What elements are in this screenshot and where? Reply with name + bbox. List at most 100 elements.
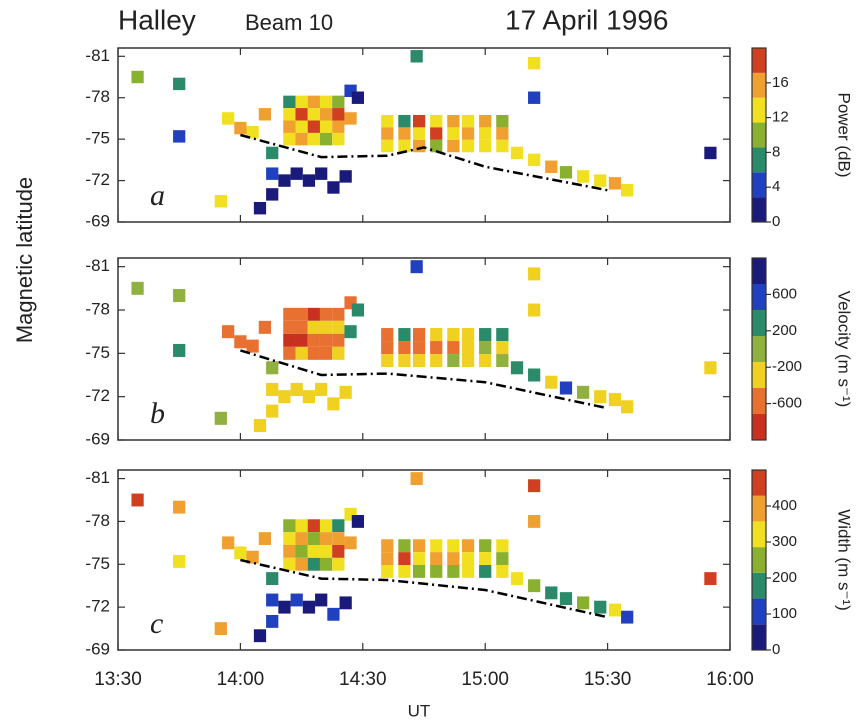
data-cell — [234, 121, 247, 135]
data-cell — [131, 281, 144, 295]
colorbar-segment — [752, 284, 766, 310]
x-tick-label: 14:00 — [217, 669, 265, 690]
data-cell — [332, 532, 345, 545]
data-cell — [307, 95, 320, 109]
data-cell — [412, 139, 426, 153]
data-cell — [253, 629, 267, 643]
data-cell — [461, 354, 475, 368]
data-cell — [278, 174, 291, 187]
data-cell — [412, 127, 426, 140]
data-cell — [528, 579, 541, 593]
y-tick-label: -78 — [85, 87, 110, 106]
data-cell — [332, 333, 345, 347]
data-cell — [295, 545, 308, 558]
colorbar-segment — [752, 48, 766, 73]
data-cell — [528, 515, 541, 528]
data-cell — [290, 382, 303, 396]
data-cell — [594, 174, 607, 187]
data-cell — [131, 70, 144, 84]
data-cell — [398, 552, 411, 565]
data-cell — [283, 320, 296, 334]
data-cell — [295, 519, 308, 533]
data-cell — [528, 368, 541, 382]
data-cell — [173, 500, 186, 514]
colorbar-segment — [752, 495, 766, 522]
data-cell — [398, 565, 411, 578]
data-cell — [621, 610, 634, 624]
colorbar-tick-label: 200 — [772, 322, 797, 339]
x-tick-label: 13:30 — [94, 669, 142, 690]
data-cell — [319, 333, 333, 347]
colorbar-tick-label: -200 — [772, 358, 802, 375]
data-cell — [295, 307, 308, 321]
data-cell — [258, 532, 271, 545]
colorbar-tick-label: 0 — [772, 213, 780, 230]
colorbar-segment — [752, 258, 766, 284]
colorbar-segment — [752, 388, 766, 414]
colorbar-segment — [752, 624, 766, 650]
data-cell — [430, 341, 443, 355]
panel-label: b — [150, 397, 165, 430]
data-cell — [173, 289, 186, 303]
panel-label: c — [150, 607, 163, 640]
data-cell — [319, 307, 333, 321]
data-cell — [283, 346, 296, 360]
data-cell — [351, 91, 365, 104]
data-cell — [332, 307, 345, 321]
data-cell — [461, 552, 475, 565]
data-cell — [412, 328, 426, 342]
data-cell — [315, 167, 328, 180]
data-cell — [332, 557, 345, 571]
x-tick-label: 15:00 — [461, 669, 509, 690]
data-cell — [381, 539, 394, 553]
data-cell — [479, 552, 492, 565]
y-tick-label: -69 — [85, 429, 110, 448]
data-cell — [430, 328, 443, 342]
data-cell — [496, 565, 509, 578]
colorbar-label: Power (dB) — [835, 92, 854, 177]
data-cell — [545, 586, 558, 600]
axes-frame — [117, 47, 731, 223]
data-cell — [319, 346, 333, 360]
data-cell — [283, 132, 296, 146]
data-cell — [398, 341, 411, 355]
data-cell — [307, 307, 320, 321]
data-cell — [266, 188, 279, 201]
x-tick-label: 15:30 — [584, 669, 632, 690]
data-cell — [295, 557, 308, 571]
data-cell — [332, 132, 345, 146]
data-cell — [496, 127, 509, 140]
x-tick-label: 16:00 — [706, 669, 754, 690]
data-cell — [283, 545, 296, 558]
data-cell — [246, 550, 259, 564]
data-cell — [307, 320, 320, 334]
data-cell — [283, 532, 296, 545]
data-cell — [214, 411, 227, 425]
data-cell — [461, 127, 475, 140]
data-cell — [283, 108, 296, 121]
axes-frame — [117, 469, 731, 651]
colorbar-tick-label: 300 — [772, 533, 797, 550]
data-cell — [447, 565, 460, 578]
data-cell — [430, 139, 443, 153]
x-tick-label: 14:30 — [339, 669, 387, 690]
data-cell — [381, 552, 394, 565]
data-cell — [327, 607, 340, 621]
data-cell — [447, 354, 460, 368]
data-cell — [704, 572, 717, 585]
data-cell — [496, 539, 509, 553]
y-tick-label: -75 — [85, 129, 110, 148]
y-tick-label: -81 — [85, 256, 110, 275]
data-cell — [412, 114, 426, 128]
data-cell — [307, 545, 320, 558]
data-cell — [496, 114, 509, 128]
data-cell — [398, 139, 411, 153]
data-cell — [234, 335, 247, 349]
data-cell — [510, 146, 524, 160]
data-cell — [430, 552, 443, 565]
data-cell — [266, 615, 279, 628]
data-cell — [447, 139, 460, 153]
data-cell — [234, 546, 247, 560]
data-cell — [295, 346, 308, 360]
